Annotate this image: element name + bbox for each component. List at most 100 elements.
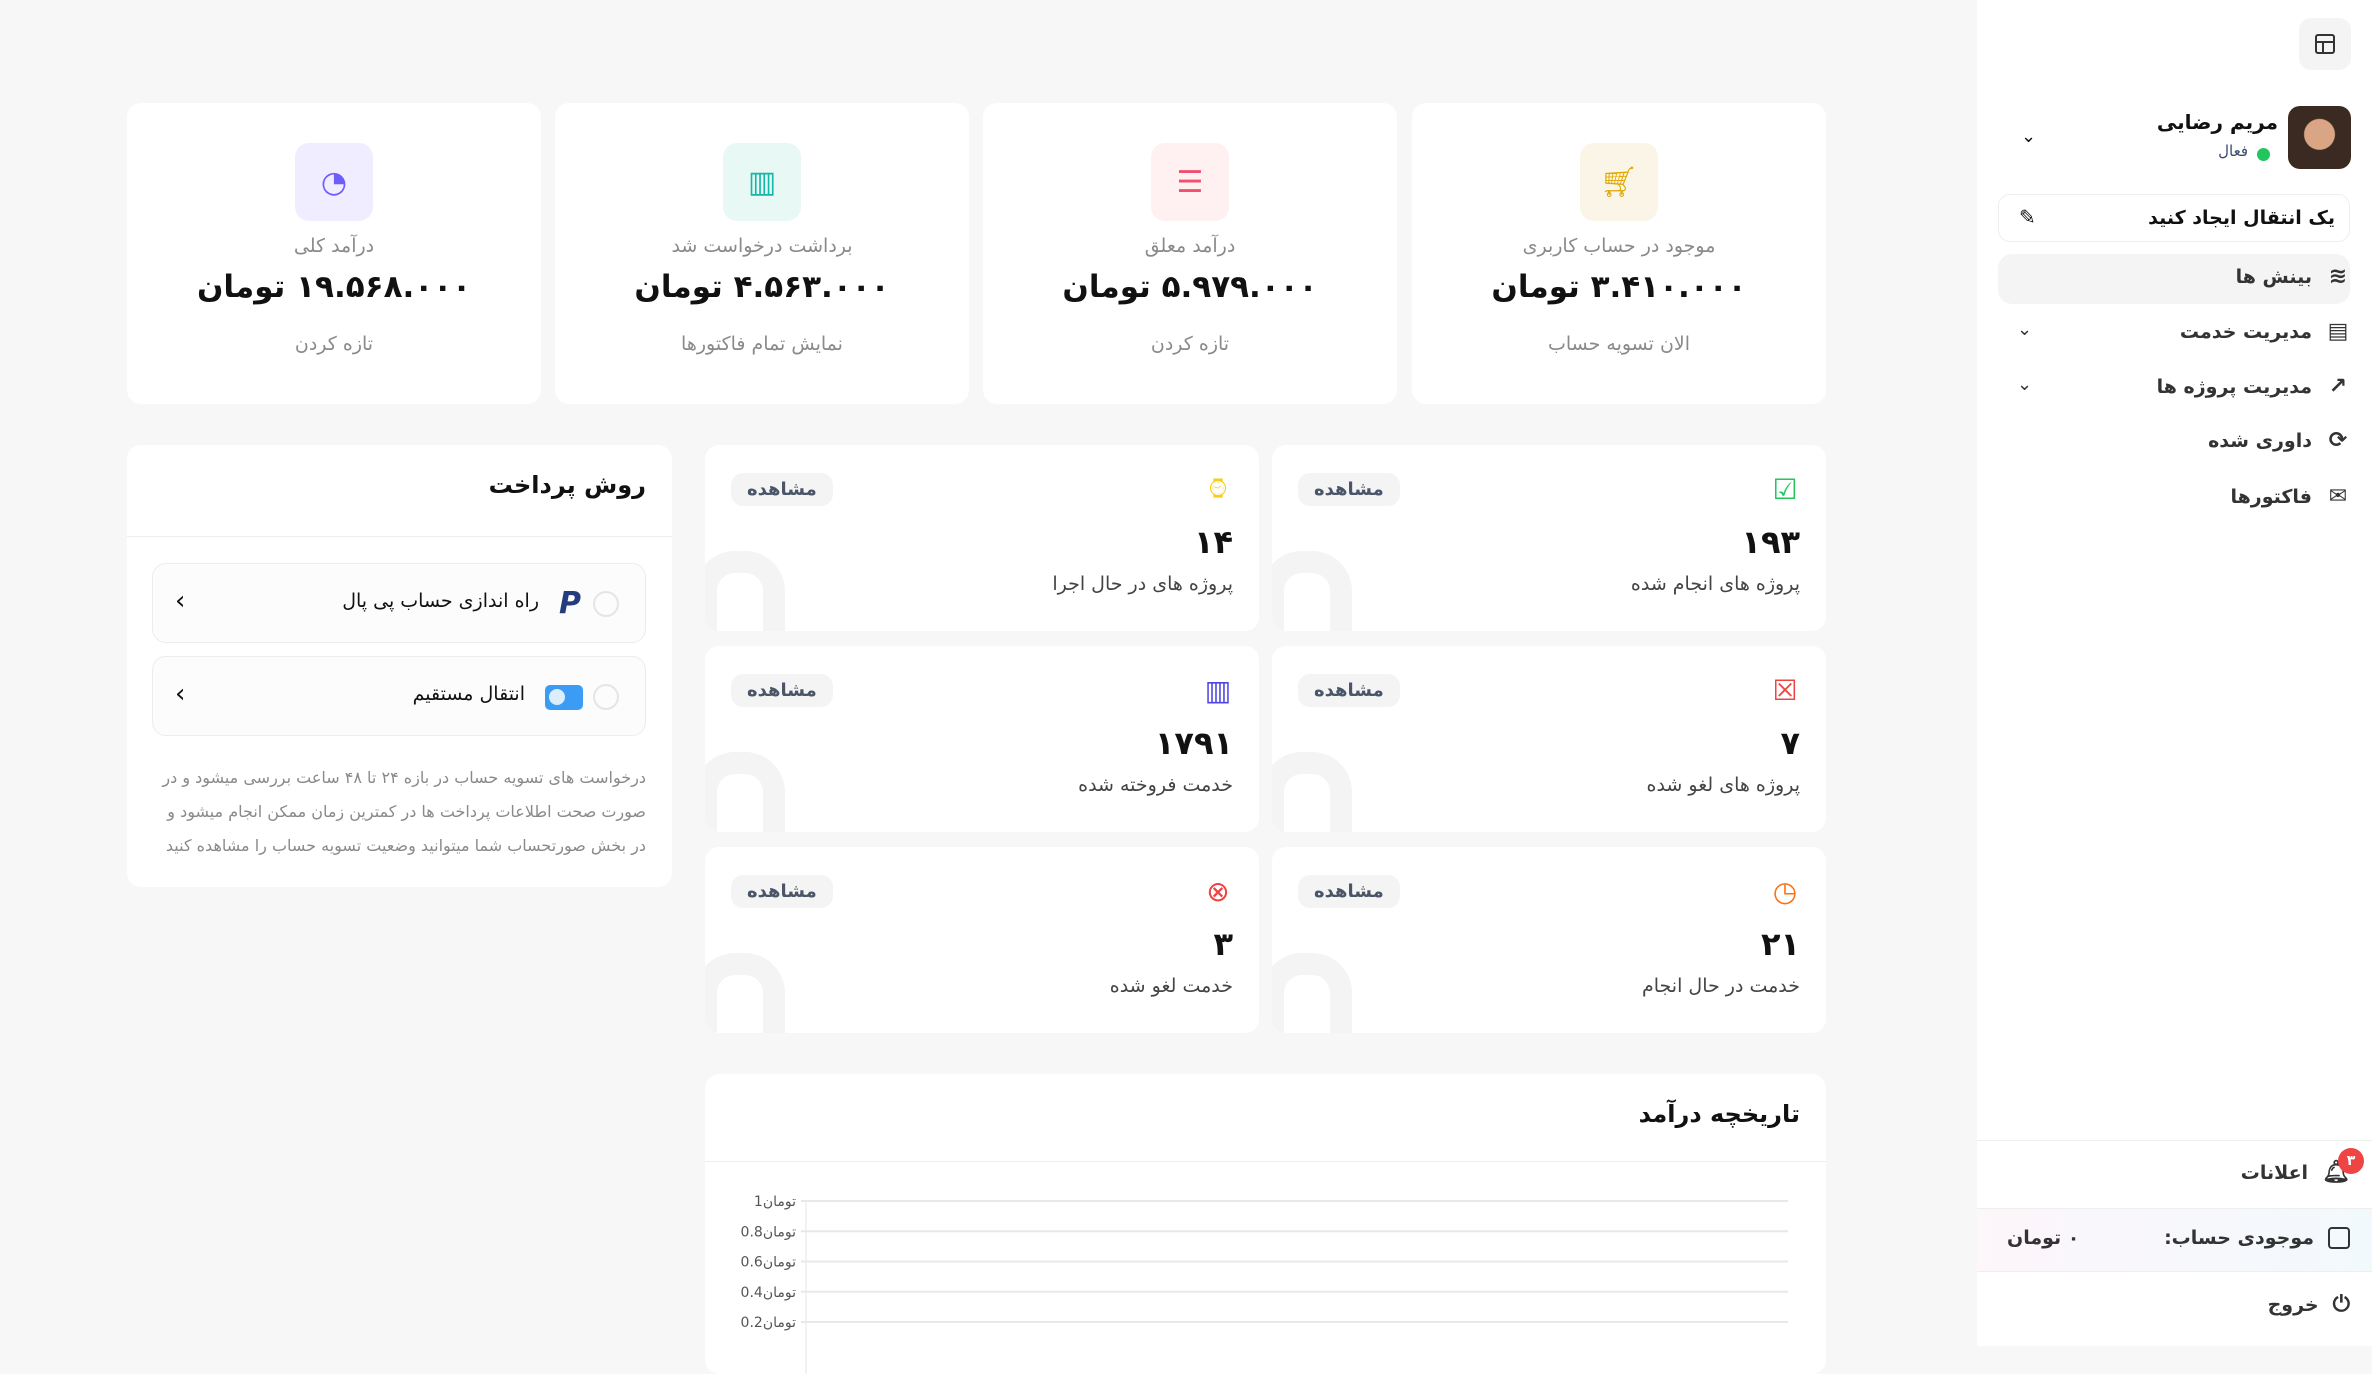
summary-card: ▥ برداشت درخواست شد ۴.۵۶۳.۰۰۰ تومان نمای… — [555, 103, 969, 404]
summary-card: 🛒︎ موجود در حساب کاربری ۳.۴۱۰.۰۰۰ تومان … — [1412, 103, 1826, 404]
card-toggle-icon — [545, 685, 583, 710]
pie-chart-icon: ◔ — [295, 143, 373, 221]
radio[interactable] — [593, 684, 619, 710]
balance-value: ۰ تومان — [2007, 1227, 2080, 1249]
direct-transfer-option[interactable]: انتقال مستقیم ‹ — [152, 656, 646, 736]
sidebar: مریم رضایی فعال ⌄ یک انتقال ایجاد کنید ✎… — [1977, 0, 2372, 1346]
watch-icon: ⌚︎ — [1203, 473, 1232, 506]
sidebar-item[interactable]: ▤ مدیریت خدمت — [2180, 319, 2350, 344]
radio[interactable] — [593, 591, 619, 617]
briefcase-icon: ▥ — [1204, 674, 1232, 707]
sidebar-item[interactable]: ⟳ داوری شده — [2208, 428, 2350, 453]
income-history-card: تاریخچه درآمد 1تومان 0.8تومان 0.6تومان 0.4ت… — [705, 1074, 1826, 1374]
summary-label: برداشت درخواست شد — [671, 235, 853, 257]
sidebar-item[interactable]: ✉ فاکتورها — [2230, 484, 2350, 509]
chart-title: تاریخچه درآمد — [1638, 1100, 1800, 1128]
sidebar-item-active-bg — [1998, 254, 2350, 304]
layers-icon: ≋ — [2328, 264, 2348, 289]
stat-number: ۷ — [1780, 724, 1800, 762]
status-online-dot — [2257, 148, 2270, 161]
summary-value: ۴.۵۶۳.۰۰۰ تومان — [634, 269, 890, 305]
logout-item[interactable]: ⏻ خروج — [2268, 1292, 2350, 1317]
divider — [1977, 1140, 2372, 1141]
view-button[interactable]: مشاهده — [731, 875, 833, 908]
paypal-option[interactable]: P راه اندازی حساب پی پال ‹ — [152, 563, 646, 643]
stat-label: خدمت در حال انجام — [1641, 975, 1800, 997]
chevron-down-icon[interactable]: ⌄ — [2017, 374, 2033, 395]
create-transfer-button[interactable]: یک انتقال ایجاد کنید ✎ — [1998, 194, 2350, 242]
paypal-label: راه اندازی حساب پی پال — [342, 590, 539, 612]
summary-card: ☰ درآمد معلق ۵.۹۷۹.۰۰۰ تومان تازه کردن — [983, 103, 1397, 404]
view-button[interactable]: مشاهده — [1298, 875, 1400, 908]
sidebar-item-label: داوری شده — [2208, 429, 2312, 452]
stat-number: ۱۷۹۱ — [1154, 724, 1233, 762]
summary-label: موجود در حساب کاربری — [1522, 235, 1716, 257]
stat-card: مشاهده ⊗ ۳ خدمت لغو شده — [705, 847, 1259, 1033]
chevron-down-icon[interactable]: ⌄ — [2017, 319, 2033, 340]
y-tick-label: 0.8تومان — [741, 1224, 797, 1240]
briefcase-icon: ▥ — [723, 143, 801, 221]
sidebar-item-label: مدیریت خدمت — [2179, 320, 2312, 343]
y-tick-label: 0.2تومان — [741, 1315, 797, 1331]
payment-method-card: روش پرداخت P راه اندازی حساب پی پال ‹ ان… — [127, 445, 672, 887]
layout-icon — [2315, 34, 2335, 54]
x-square-icon: ☒ — [1772, 674, 1798, 707]
watermark-shape — [1272, 752, 1352, 832]
chevron-down-icon[interactable]: ⌄ — [2021, 126, 2037, 147]
divider — [127, 536, 672, 537]
view-button[interactable]: مشاهده — [731, 674, 833, 707]
stat-card: مشاهده ▥ ۱۷۹۱ خدمت فروخته شده — [705, 646, 1259, 832]
stat-label: پروژه های انجام شده — [1630, 573, 1800, 595]
watermark-shape — [705, 752, 785, 832]
stat-label: پروژه های لغو شده — [1646, 774, 1801, 796]
refresh-icon: ⟳ — [2328, 428, 2348, 453]
document-icon: ▤ — [2327, 319, 2349, 344]
summary-label: درآمد کلی — [293, 235, 375, 257]
payment-title: روش پرداخت — [488, 471, 646, 499]
stat-number: ۳ — [1213, 925, 1233, 963]
summary-card: ◔ درآمد کلی ۱۹.۵۶۸.۰۰۰ تومان تازه کردن — [127, 103, 541, 404]
sidebar-item[interactable]: ≋ بینش ها — [2236, 264, 2350, 289]
balance-row: موجودی حساب: ۰ تومان — [1977, 1208, 2372, 1272]
stat-number: ۱۴ — [1193, 523, 1233, 561]
summary-action-link[interactable]: نمایش تمام فاکتورها — [681, 333, 843, 355]
stat-label: خدمت لغو شده — [1109, 975, 1233, 997]
paypal-icon: P — [559, 586, 581, 621]
income-chart: 1تومان 0.8تومان 0.6تومان 0.4تومان 0.2تومان — [741, 1194, 1788, 1374]
notification-badge: ۳ — [2338, 1148, 2364, 1174]
watermark-shape — [705, 953, 785, 1033]
user-name: مریم رضایی — [2156, 110, 2278, 134]
stat-label: خدمت فروخته شده — [1078, 774, 1233, 796]
view-button[interactable]: مشاهده — [1298, 473, 1400, 506]
logout-label: خروج — [2267, 1293, 2319, 1316]
bag-icon — [2328, 1227, 2350, 1249]
notifications-item[interactable]: 🔔︎ ۳ اعلانات — [2240, 1148, 2364, 1185]
view-button[interactable]: مشاهده — [731, 473, 833, 506]
mail-icon: ✉ — [2328, 484, 2348, 509]
cart-icon: 🛒︎ — [1580, 143, 1658, 221]
avatar[interactable] — [2288, 106, 2351, 169]
stat-card: مشاهده ◷ ۲۱ خدمت در حال انجام — [1272, 847, 1826, 1033]
watermark-shape — [705, 551, 785, 631]
notifications-label: اعلانات — [2240, 1161, 2309, 1184]
watermark-shape — [1272, 953, 1352, 1033]
chevron-left-icon: ‹ — [175, 679, 186, 709]
summary-label: درآمد معلق — [1144, 235, 1236, 257]
y-tick-label: 0.6تومان — [741, 1255, 797, 1271]
summary-action-link[interactable]: الان تسویه حساب — [1547, 333, 1691, 355]
view-button[interactable]: مشاهده — [1298, 674, 1400, 707]
layout-toggle-button[interactable] — [2299, 18, 2351, 70]
sidebar-item-label: مدیریت پروژه ها — [2156, 375, 2312, 398]
y-tick-label: 1تومان — [754, 1194, 796, 1210]
sidebar-item[interactable]: ↗ مدیریت پروژه ها — [2157, 374, 2350, 399]
summary-action-link[interactable]: تازه کردن — [1150, 333, 1230, 355]
y-tick-label: 0.4تومان — [741, 1285, 797, 1301]
power-icon: ⏻ — [2332, 1292, 2350, 1317]
stat-number: ۱۹۳ — [1741, 523, 1800, 561]
external-link-icon: ↗ — [2328, 374, 2348, 399]
balance-label: موجودی حساب: — [2164, 1227, 2314, 1249]
payment-note: درخواست های تسویه حساب در بازه ۲۴ تا ۴۸ … — [162, 768, 646, 855]
summary-action-link[interactable]: تازه کردن — [294, 333, 374, 355]
server-icon: ☰ — [1151, 143, 1229, 221]
sidebar-item-label: فاکتورها — [2230, 485, 2312, 508]
